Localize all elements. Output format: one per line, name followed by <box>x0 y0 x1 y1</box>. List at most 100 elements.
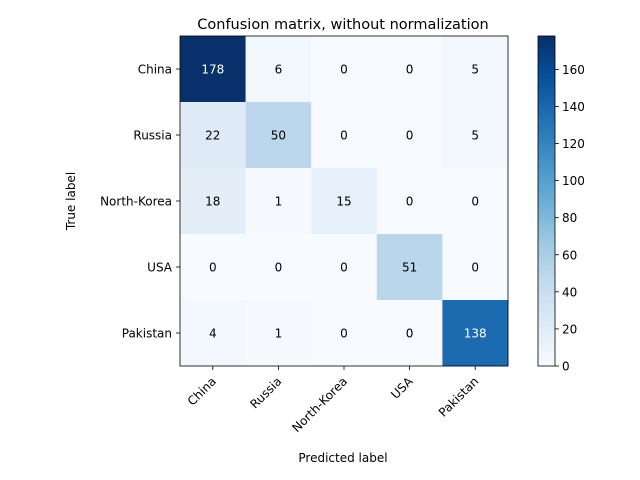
x-tick-label: USA <box>388 374 416 402</box>
colorbar: 0 20 40 60 80 100 120 140 160 <box>537 35 585 374</box>
colorbar-segment <box>538 159 555 163</box>
colorbar-segment <box>538 117 555 121</box>
colorbar-segment <box>538 111 555 115</box>
colorbar-segment <box>538 282 555 286</box>
colorbar-tick-label: 100 <box>562 174 585 188</box>
colorbar-segment <box>538 231 555 235</box>
colorbar-segment <box>538 174 555 178</box>
colorbar-segment <box>538 342 555 346</box>
colorbar-segment <box>538 201 555 205</box>
colorbar-segment <box>538 81 555 85</box>
colorbar-segment <box>538 39 555 43</box>
cell-value-label: 0 <box>209 261 217 275</box>
cell-value-label: 50 <box>271 129 286 143</box>
colorbar-segment <box>538 306 555 310</box>
colorbar-segment <box>538 258 555 262</box>
cell-value-label: 0 <box>275 261 283 275</box>
matrix-cells: 178 6 0 0 5 22 50 0 0 5 18 1 15 0 0 0 0 0 51 0 4 1 0 0 138 <box>180 36 509 367</box>
x-tick-label: China <box>185 374 219 408</box>
colorbar-segment <box>538 291 555 295</box>
cell-value-label: 0 <box>471 261 479 275</box>
colorbar-tick-label: 40 <box>562 285 577 299</box>
colorbar-segment <box>538 105 555 109</box>
colorbar-segment <box>538 348 555 352</box>
colorbar-segment <box>538 132 555 136</box>
colorbar-frame <box>537 35 556 367</box>
cell-value-label: 6 <box>275 63 283 77</box>
colorbar-segment <box>538 324 555 328</box>
y-tick-label: USA <box>147 261 173 275</box>
cell-value-label: 5 <box>471 63 479 77</box>
x-tick-labels: China Russia North-Korea USA Pakistan <box>185 366 481 435</box>
cell-value-label: 0 <box>406 63 414 77</box>
matrix-cell <box>442 234 509 301</box>
colorbar-segment <box>538 54 555 58</box>
colorbar-segment <box>538 177 555 181</box>
colorbar-segment <box>538 147 555 151</box>
colorbar-segment <box>538 354 555 358</box>
colorbar-segment <box>538 303 555 307</box>
matrix-cell <box>311 300 378 367</box>
matrix-cell <box>180 36 246 103</box>
colorbar-segment <box>538 246 555 250</box>
colorbar-segment <box>538 90 555 94</box>
colorbar-segment <box>538 75 555 79</box>
colorbar-segment <box>538 162 555 166</box>
colorbar-segment <box>538 327 555 331</box>
colorbar-segment <box>538 126 555 130</box>
cell-value-label: 4 <box>209 327 217 341</box>
colorbar-segment <box>538 216 555 220</box>
colorbar-segment <box>538 87 555 91</box>
colorbar-segment <box>538 192 555 196</box>
matrix-cell <box>245 300 312 367</box>
colorbar-segment <box>538 309 555 313</box>
colorbar-segment <box>538 315 555 319</box>
matrix-cell <box>245 102 312 169</box>
chart-title: Confusion matrix, without normalization <box>197 17 488 33</box>
colorbar-segment <box>538 99 555 103</box>
x-axis-label: Predicted label <box>298 451 387 465</box>
colorbar-segment <box>538 237 555 241</box>
colorbar-segment <box>538 138 555 142</box>
colorbar-segment <box>538 84 555 88</box>
colorbar-segment <box>538 318 555 322</box>
colorbar-segment <box>538 183 555 187</box>
colorbar-segment <box>538 222 555 226</box>
y-axis-label: True label <box>64 172 78 231</box>
colorbar-segment <box>538 141 555 145</box>
cell-value-label: 0 <box>406 327 414 341</box>
colorbar-segment <box>538 165 555 169</box>
colorbar-segment <box>538 219 555 223</box>
colorbar-segment <box>538 228 555 232</box>
cell-value-label: 51 <box>402 261 417 275</box>
colorbar-segment <box>538 255 555 259</box>
cell-value-label: 22 <box>205 129 220 143</box>
colorbar-segment <box>538 123 555 127</box>
colorbar-tick-label: 160 <box>562 63 585 77</box>
cell-value-label: 15 <box>336 195 351 209</box>
colorbar-segment <box>538 297 555 301</box>
colorbar-segment <box>538 279 555 283</box>
matrix-cell <box>311 102 378 169</box>
x-tick-label: North-Korea <box>289 374 350 435</box>
colorbar-segment <box>538 180 555 184</box>
colorbar-segment <box>538 195 555 199</box>
colorbar-segment <box>538 42 555 46</box>
colorbar-segment <box>538 108 555 112</box>
colorbar-segment <box>538 210 555 214</box>
matrix-cell <box>245 36 312 103</box>
y-tick-label: North-Korea <box>100 195 172 209</box>
colorbar-segment <box>538 333 555 337</box>
colorbar-segment <box>538 93 555 97</box>
y-tick-label: China <box>138 63 172 77</box>
matrix-cell <box>442 102 509 169</box>
colorbar-segment <box>538 114 555 118</box>
colorbar-segment <box>538 312 555 316</box>
matrix-cell <box>442 300 509 367</box>
colorbar-segment <box>538 186 555 190</box>
colorbar-segment <box>538 276 555 280</box>
colorbar-segment <box>538 129 555 133</box>
colorbar-segment <box>538 102 555 106</box>
colorbar-segment <box>538 45 555 49</box>
x-tick-label: Russia <box>247 374 284 411</box>
